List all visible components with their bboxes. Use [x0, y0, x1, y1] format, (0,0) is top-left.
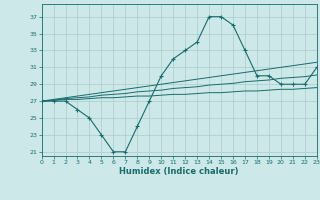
X-axis label: Humidex (Indice chaleur): Humidex (Indice chaleur)	[119, 167, 239, 176]
